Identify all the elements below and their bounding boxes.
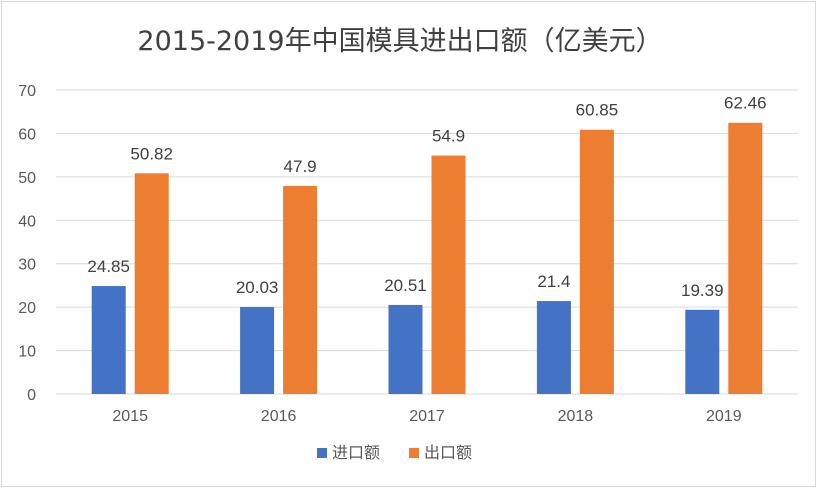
bar-export <box>431 155 466 394</box>
legend-label: 出口额 <box>424 443 472 462</box>
chart-title: 2015-2019年中国模具进出口额（亿美元） <box>137 26 662 57</box>
bar-export <box>579 129 614 395</box>
y-axis-ticks: 0 10 20 30 40 50 60 70 <box>18 83 36 404</box>
x-tick-label: 2017 <box>409 408 445 425</box>
legend: 进口额 出口额 <box>317 443 472 462</box>
bar-import <box>388 304 423 394</box>
data-label: 54.9 <box>432 127 465 146</box>
x-tick-label: 2015 <box>112 408 148 425</box>
bar-export <box>728 122 763 394</box>
data-label: 21.4 <box>537 272 570 291</box>
legend-swatch <box>317 448 327 458</box>
x-tick-label: 2019 <box>706 408 742 425</box>
data-label: 19.39 <box>681 281 724 300</box>
data-label: 20.03 <box>236 278 279 297</box>
y-tick-label: 50 <box>18 170 36 187</box>
bar-import <box>240 307 275 394</box>
data-label: 62.46 <box>724 94 767 113</box>
x-tick-label: 2018 <box>558 408 594 425</box>
data-label: 24.85 <box>87 257 130 276</box>
y-tick-label: 70 <box>18 83 36 100</box>
legend-label: 进口额 <box>332 443 380 462</box>
y-tick-label: 20 <box>18 300 36 317</box>
y-tick-label: 0 <box>27 387 36 404</box>
data-label: 47.9 <box>284 157 317 176</box>
x-axis-ticks: 2015 2016 2017 2018 2019 <box>112 408 741 425</box>
gridlines <box>56 89 798 395</box>
bar-import <box>91 286 126 394</box>
data-label: 50.82 <box>130 144 173 163</box>
legend-swatch <box>409 448 419 458</box>
data-labels: 24.85 50.82 20.03 47.9 20.51 54.9 21.4 60.85 19.… <box>87 94 766 300</box>
x-tick-label: 2016 <box>261 408 297 425</box>
bars <box>91 122 763 395</box>
bar-import <box>536 301 571 394</box>
y-tick-label: 30 <box>18 257 36 274</box>
data-label: 20.51 <box>384 276 427 295</box>
data-label: 60.85 <box>576 101 619 120</box>
y-tick-label: 40 <box>18 213 36 230</box>
bar-export <box>134 173 169 394</box>
y-tick-label: 60 <box>18 126 36 143</box>
y-tick-label: 10 <box>18 344 36 361</box>
bar-import <box>685 309 720 394</box>
bar-export <box>283 185 318 394</box>
